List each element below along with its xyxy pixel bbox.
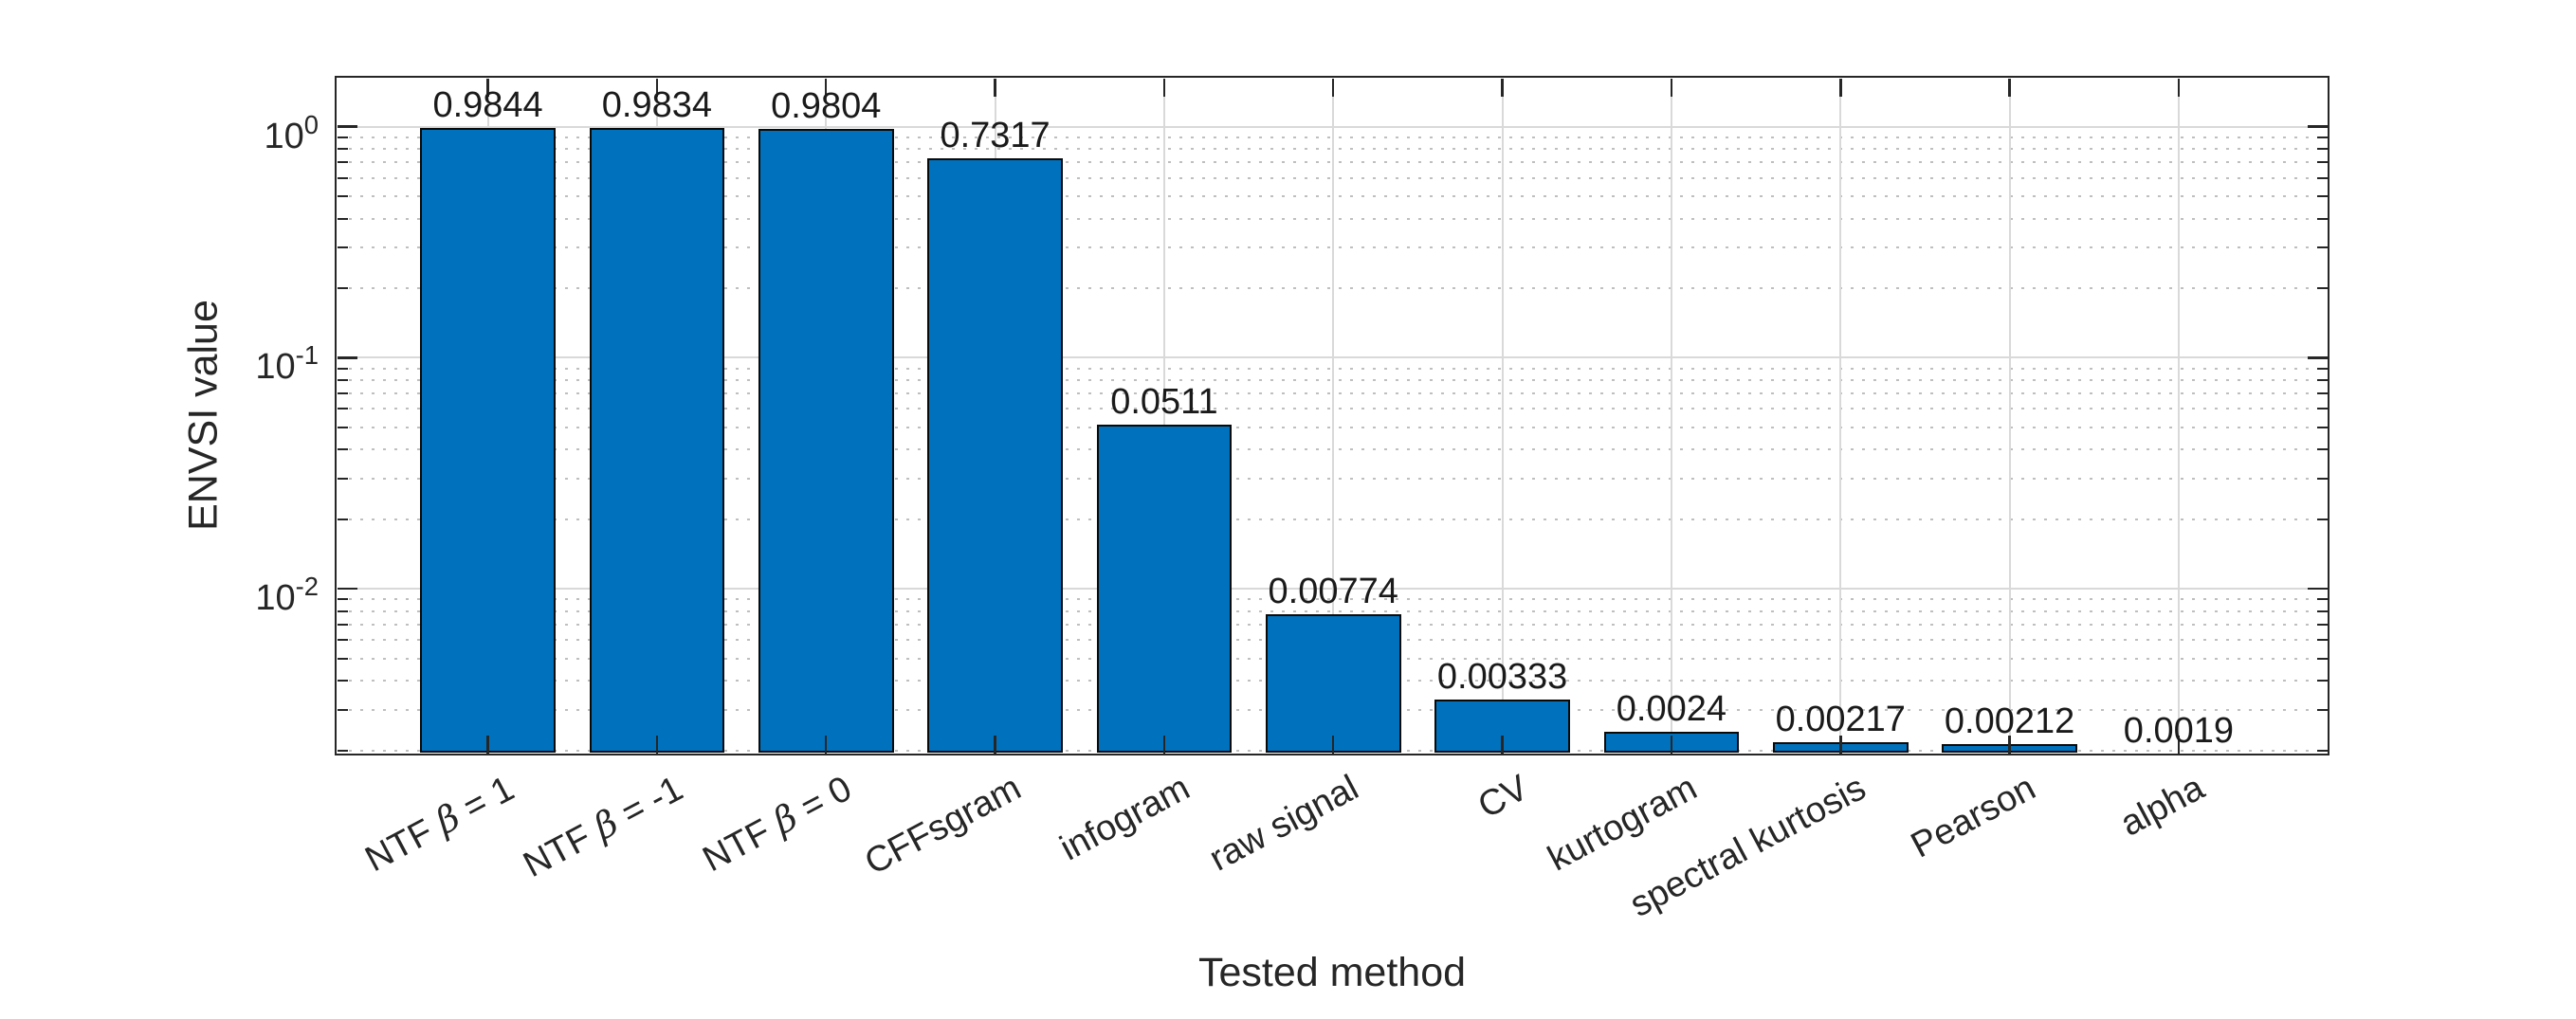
x-axis-label: Tested method — [1197, 950, 1467, 995]
x-tick-label: NTF β = -1 — [517, 768, 690, 886]
x-tick-label: CFFsgram — [858, 768, 1028, 883]
y-tick-label: 10-2 — [255, 572, 319, 619]
x-tick-label: Pearson — [1904, 768, 2042, 866]
x-tick-label: raw signal — [1203, 768, 1365, 880]
x-tick-label: CV — [1471, 768, 1535, 827]
x-tick-label: kurtogram — [1541, 768, 1704, 880]
y-tick-label: 100 — [264, 109, 320, 156]
x-tick-label: spectral kurtosis — [1623, 768, 1873, 925]
x-tick-label: alpha — [2113, 768, 2211, 845]
x-tick-label: NTF β = 1 — [358, 768, 521, 881]
x-tick-label: infogram — [1053, 768, 1197, 869]
plot-area — [335, 76, 2329, 755]
y-tick-label: 10-1 — [255, 340, 319, 388]
x-tick-label: NTF β = 0 — [696, 768, 859, 881]
y-axis-label: ENVSI value — [180, 300, 227, 531]
